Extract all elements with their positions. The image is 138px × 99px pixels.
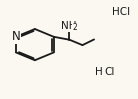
Text: NH: NH [61, 21, 76, 31]
Text: Cl: Cl [104, 67, 115, 77]
Text: H: H [95, 67, 103, 77]
Text: 2: 2 [72, 23, 77, 32]
Text: N: N [12, 30, 20, 43]
Text: HCl: HCl [112, 7, 130, 17]
